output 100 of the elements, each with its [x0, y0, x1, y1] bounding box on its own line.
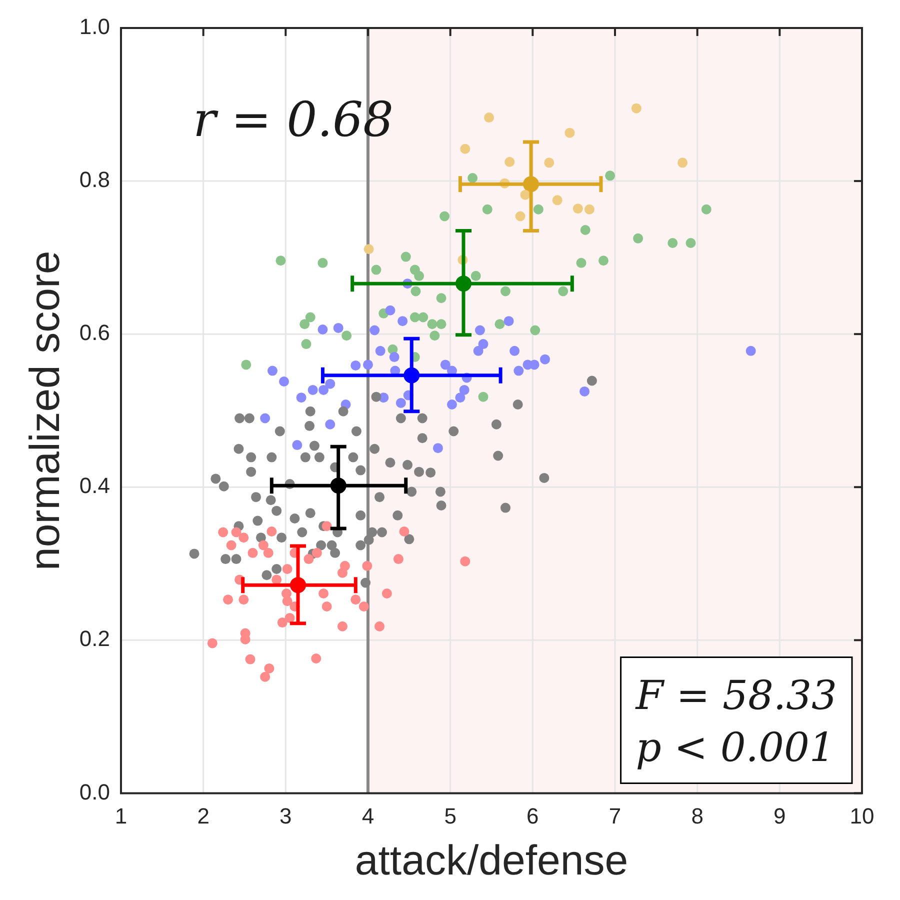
x-tick-label: 7 [608, 803, 622, 828]
point [312, 548, 322, 558]
point [318, 384, 329, 395]
x-tick-label: 8 [691, 803, 704, 828]
point [292, 440, 302, 450]
point [325, 378, 336, 389]
point [440, 211, 450, 222]
x-tick-label: 3 [280, 803, 292, 828]
point [322, 601, 332, 612]
point [533, 204, 544, 214]
point [340, 560, 350, 571]
point [304, 554, 314, 564]
x-tick-label: 6 [526, 803, 539, 828]
point [362, 360, 373, 370]
x-tick-label: 5 [444, 803, 456, 828]
point [460, 556, 470, 566]
point [432, 443, 443, 454]
point [241, 360, 252, 370]
point [631, 103, 642, 114]
point [374, 621, 385, 632]
point [382, 588, 392, 598]
point [598, 256, 608, 266]
point [301, 339, 312, 350]
point [342, 330, 352, 341]
point [478, 339, 488, 350]
point [530, 325, 540, 336]
point [333, 322, 344, 333]
point [393, 554, 404, 564]
y-tick-label: 0.2 [79, 626, 110, 652]
point [277, 618, 288, 628]
point [540, 354, 550, 364]
point [311, 654, 322, 664]
point [474, 325, 485, 336]
point [284, 612, 295, 623]
point [436, 293, 446, 304]
point [350, 360, 361, 370]
point [510, 346, 520, 356]
point [207, 638, 218, 648]
point [414, 270, 424, 281]
point [322, 521, 332, 532]
point [282, 564, 292, 574]
point [520, 190, 530, 200]
point [459, 384, 470, 395]
point [325, 419, 336, 430]
y-axis-title: normalized score [20, 250, 68, 571]
point [337, 621, 348, 632]
point [446, 399, 457, 410]
point [282, 596, 292, 606]
point [266, 526, 277, 536]
point [245, 654, 256, 664]
point [544, 158, 554, 168]
point [418, 312, 428, 322]
point [746, 346, 756, 356]
point [504, 156, 515, 167]
point [358, 601, 369, 612]
point [399, 526, 410, 536]
point [364, 244, 374, 254]
point [572, 204, 583, 214]
y-tick-label: 0.6 [79, 320, 110, 346]
point [264, 663, 274, 674]
point [238, 594, 249, 605]
point [300, 319, 310, 330]
point [440, 360, 450, 370]
point [580, 386, 590, 396]
annotation: p < 0.001 [636, 725, 835, 772]
x-tick-label: 4 [362, 803, 374, 828]
point [362, 560, 372, 571]
point [605, 170, 616, 181]
point [226, 540, 236, 550]
point [248, 548, 258, 558]
point [686, 238, 696, 248]
point [410, 312, 420, 322]
annotation: F = 58.33 [634, 673, 838, 720]
point [427, 319, 438, 330]
point [350, 594, 361, 605]
point [318, 324, 328, 334]
point [410, 286, 421, 296]
y-tick-label: 0.4 [79, 473, 110, 498]
point [231, 527, 242, 538]
point [701, 204, 712, 214]
point [484, 112, 494, 123]
point [238, 532, 249, 543]
point [473, 346, 484, 356]
point [580, 225, 590, 236]
point [633, 233, 644, 244]
point [276, 256, 286, 266]
point [370, 325, 380, 336]
point [258, 540, 268, 550]
point [296, 392, 306, 403]
point [436, 319, 446, 330]
point [468, 172, 478, 183]
point [267, 366, 278, 376]
y-tick-label: 1.0 [79, 14, 110, 40]
y-tick-label: 0.0 [79, 779, 110, 804]
point [515, 211, 526, 222]
point [500, 286, 510, 296]
point [260, 672, 270, 682]
point [470, 270, 481, 281]
point [482, 204, 492, 214]
point [455, 392, 466, 403]
